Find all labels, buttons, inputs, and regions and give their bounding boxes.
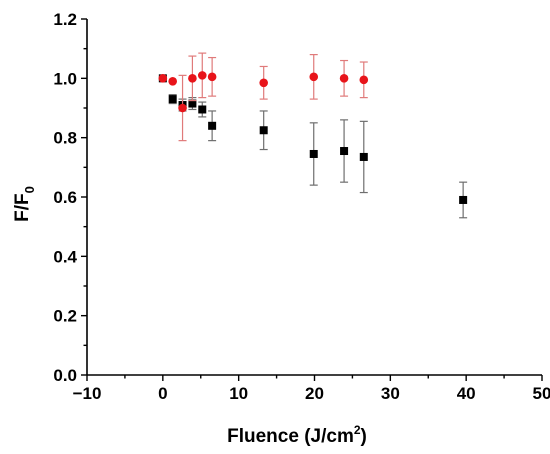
data-point-circle (188, 74, 197, 83)
data-point-square (359, 152, 368, 161)
x-tick-label: 10 (229, 384, 248, 403)
y-tick-label: 0.8 (53, 129, 77, 148)
data-point-square (340, 147, 349, 156)
y-tick-label: 0.2 (53, 307, 77, 326)
y-axis-label: F/F0 (12, 186, 37, 222)
data-point-square (259, 126, 268, 135)
y-tick-label: 0.4 (53, 247, 77, 266)
x-axis-label: Fluence (J/cm2) (227, 423, 367, 447)
y-tick-label: 0.6 (53, 188, 77, 207)
y-tick-label: 1.2 (53, 10, 77, 29)
data-point-circle (178, 103, 187, 113)
data-point-circle (207, 72, 217, 82)
x-tick-label: 40 (457, 384, 476, 403)
x-tick-label: −10 (73, 384, 102, 403)
data-point-circle (339, 74, 349, 83)
data-marks (158, 52, 468, 219)
x-tick-label: 0 (158, 384, 167, 403)
data-point-circle (168, 77, 177, 86)
data-point-square (208, 121, 217, 130)
data-point-circle (259, 78, 268, 88)
data-point-circle (359, 75, 369, 85)
x-tick-label: 30 (381, 384, 400, 403)
data-point-circle (158, 74, 168, 83)
y-tick-label: 1.0 (53, 69, 77, 88)
data-point-square (459, 195, 468, 204)
x-tick-label: 20 (305, 384, 324, 403)
x-tick-label: 50 (533, 384, 550, 403)
data-point-square (198, 105, 207, 114)
series-square (158, 74, 468, 219)
axes: −10 0 10 20 30 40 50 0.0 0.2 0.4 0.6 0.8 1.0 1.2 (53, 10, 550, 403)
data-point-square (188, 99, 197, 108)
data-point-circle (197, 71, 207, 80)
data-point-square (309, 149, 318, 158)
data-point-square (168, 95, 177, 104)
series-circle (158, 52, 369, 142)
y-tick-label: 0.0 (53, 366, 77, 385)
data-point-circle (309, 72, 319, 82)
